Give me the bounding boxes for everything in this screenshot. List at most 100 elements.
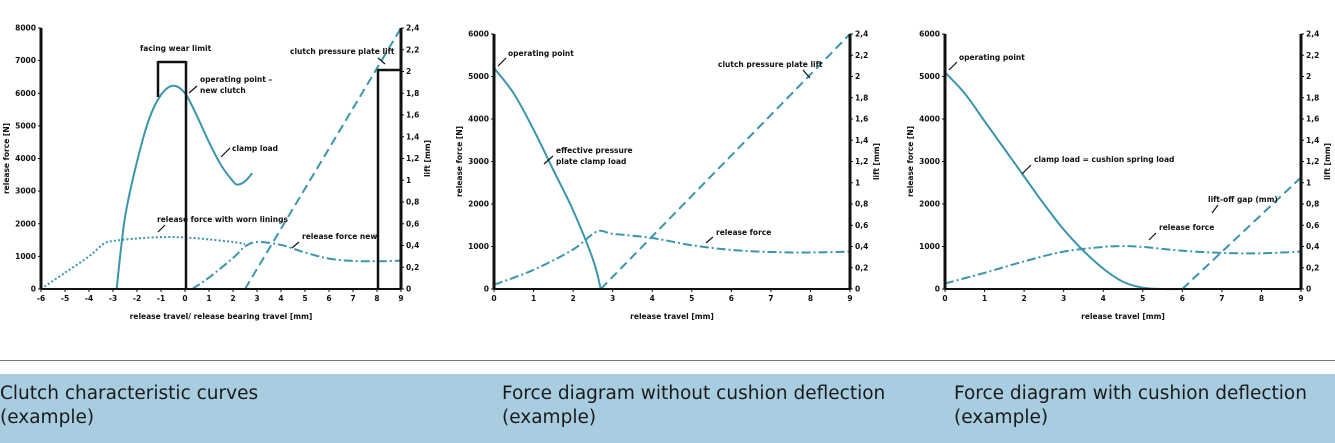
chart-clutch-characteristic: -6 -5 -4 -3 -2 -1 0 1 2 3 4 5 6 7 8 9010002000300040005… (2, 24, 432, 322)
y2-tick-label: 1,4 (855, 136, 868, 145)
x-tick-label: 4 (1101, 294, 1106, 303)
annotation-leaders (948, 61, 1219, 241)
x-axis-label: release travel/ release bearing travel [… (130, 312, 313, 321)
x-tick-label: 5 (302, 294, 307, 303)
x-tick-label: 1 (531, 294, 536, 303)
y2-tick-label: 0,4 (855, 242, 868, 251)
x-tick-label: 9 (1298, 294, 1303, 303)
y-tick-label: 7000 (15, 56, 36, 65)
y-tick-label: 0 (31, 285, 36, 294)
annotation-leaders (497, 57, 811, 244)
annotation-plate-lift: clutch pressure plate lift (290, 47, 395, 56)
annotation-worn-linings: release force with worn linings (157, 215, 288, 224)
caption-title: Force diagram with cushion deflection (954, 383, 1307, 404)
annotation-operating-point: operating point (508, 49, 574, 58)
facing-wear-limit-marker (156, 60, 188, 289)
caption-band (0, 374, 1335, 443)
y2-tick-label: 0,2 (855, 263, 868, 272)
y-tick-label: 0 (484, 285, 489, 294)
y2-tick-label: 1,2 (1306, 157, 1319, 166)
y2-tick-label: 0 (1306, 285, 1311, 294)
y2-tick-label: 1 (406, 176, 411, 185)
annotation-facing-wear-limit: facing wear limit (140, 44, 212, 53)
caption-subtitle: (example) (954, 407, 1049, 428)
x-tick-label: 1 (206, 294, 211, 303)
annotation-release-force: release force (1159, 223, 1214, 232)
x-tick-label: 0 (182, 294, 187, 303)
y2-tick-label: 0,8 (1306, 200, 1319, 209)
series-release-force-with-worn-linings (40, 236, 246, 290)
chart-without-cushion: 0 1 2 3 4 5 6 7 8 9010002000300040005000600000,20… (455, 30, 881, 322)
y2-tick-label: 2 (855, 72, 860, 81)
y2-tick-label: 0,8 (406, 198, 419, 207)
caption-chart-3: Force diagram with cushion deflection (e… (954, 382, 1307, 430)
x-tick-label: 3 (1061, 294, 1066, 303)
series-clamp-load (115, 84, 253, 290)
y2-tick-label: 1,8 (855, 93, 868, 102)
y2-tick-label: 1,8 (406, 89, 419, 98)
y2-tick-label: 0,2 (406, 263, 419, 272)
annotation-clamp-load: clamp load (232, 144, 278, 153)
x-tick-label: 9 (847, 294, 852, 303)
series-clutch-pressure-plate-lift (244, 27, 402, 290)
y-tick-label: 0 (935, 285, 940, 294)
y-tick-label: 1000 (15, 252, 36, 261)
y2-tick-label: 1,2 (406, 154, 419, 163)
y-tick-label: 6000 (15, 89, 36, 98)
y-tick-label: 6000 (919, 30, 940, 39)
y2-tick-label: 0,4 (406, 241, 419, 250)
y2-tick-label: 1,4 (1306, 136, 1319, 145)
x-tick-label: 6 (326, 294, 331, 303)
y-tick-label: 1000 (468, 242, 489, 251)
y-tick-label: 8000 (15, 24, 36, 33)
y2-axis-label: lift [mm] (1323, 143, 1332, 180)
x-tick-label: -5 (61, 294, 69, 303)
annotation-plate-lift: clutch pressure plate lift (718, 60, 823, 69)
y2-tick-label: 0 (406, 285, 411, 294)
caption-subtitle: (example) (502, 407, 597, 428)
y2-tick-label: 2,2 (406, 45, 419, 54)
x-tick-label: 3 (610, 294, 615, 303)
y-tick-label: 2000 (15, 219, 36, 228)
y-tick-label: 3000 (15, 187, 36, 196)
annotation-operating-point: operating point (959, 53, 1025, 62)
y2-tick-label: 2 (406, 67, 411, 76)
y2-tick-label: 1,8 (1306, 93, 1319, 102)
caption-chart-1: Clutch characteristic curves (example) (0, 382, 258, 430)
annotation-clamp-load: clamp load = cushion spring load (1034, 155, 1174, 164)
annotation-new-clutch: new clutch (200, 86, 246, 95)
lift-marker (376, 68, 401, 289)
y2-tick-label: 0,6 (1306, 221, 1319, 230)
series-clamp-load-cushion-spring-load (944, 71, 1183, 291)
series-release-force (944, 245, 1302, 285)
x-tick-label: 5 (689, 294, 694, 303)
annotation-operating-point: operating point – (200, 75, 272, 84)
y-tick-label: 5000 (15, 121, 36, 130)
y2-tick-label: 1,6 (855, 115, 868, 124)
x-tick-label: 2 (1022, 294, 1027, 303)
y2-tick-label: 0 (855, 285, 860, 294)
x-axis-label: release travel [mm] (630, 312, 714, 321)
y-tick-label: 6000 (468, 30, 489, 39)
x-tick-label: 6 (729, 294, 734, 303)
y-tick-label: 3000 (919, 157, 940, 166)
y2-axis-label: lift [mm] (872, 143, 881, 180)
y-tick-label: 2000 (468, 200, 489, 209)
x-tick-label: -6 (37, 294, 45, 303)
series-release-force-new (191, 240, 402, 290)
y-axis-label: release force [N] (906, 126, 915, 197)
x-tick-label: -1 (157, 294, 165, 303)
x-tick-label: 3 (254, 294, 259, 303)
y2-tick-label: 1,4 (406, 132, 419, 141)
annotation-leaders (157, 57, 386, 249)
y2-tick-label: 2,4 (406, 24, 419, 33)
y-tick-label: 4000 (15, 154, 36, 163)
annotation-release-force-new: release force new (302, 232, 377, 241)
x-tick-label: 7 (350, 294, 355, 303)
y-tick-label: 1000 (919, 242, 940, 251)
x-tick-label: 4 (650, 294, 655, 303)
y2-tick-label: 2,2 (1306, 51, 1319, 60)
y2-axis-label: lift [mm] (423, 140, 432, 177)
x-tick-label: 9 (398, 294, 403, 303)
x-tick-label: -4 (85, 294, 93, 303)
